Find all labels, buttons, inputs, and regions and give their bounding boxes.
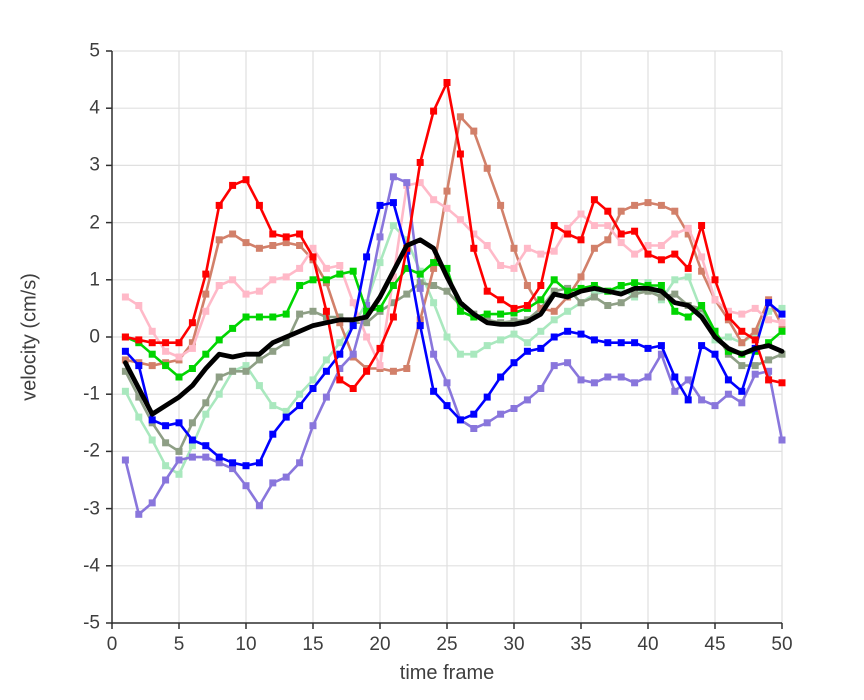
- x-axis-title: time frame: [399, 662, 495, 684]
- trace-blue: [121, 199, 786, 470]
- x-tick-label: 35: [570, 634, 592, 655]
- trace-mean-line: [123, 237, 785, 417]
- y-tick-label: 0: [89, 326, 100, 348]
- trace-salmon: [121, 113, 786, 375]
- trace-salmon-line: [124, 115, 784, 373]
- y-tick-label: -3: [83, 498, 100, 520]
- trace-red-line: [124, 81, 784, 390]
- y-tick-label: -2: [83, 440, 100, 462]
- y-tick-label: 2: [89, 212, 100, 234]
- trace-red: [121, 79, 786, 392]
- trace-olive: [121, 279, 786, 455]
- y-tick-label: 3: [89, 154, 100, 176]
- y-axis-title: velocity (cm/s): [18, 273, 41, 401]
- x-tick-label: 40: [637, 634, 659, 655]
- x-tick-label: 50: [771, 634, 793, 655]
- y-tick-label: -4: [83, 555, 100, 577]
- trace-purple: [121, 173, 786, 518]
- y-tick-label: -5: [83, 612, 100, 634]
- x-tick-label: 5: [173, 634, 185, 655]
- axes: [106, 50, 783, 629]
- y-tick-label: 4: [89, 97, 100, 119]
- y-tick-label: 1: [89, 269, 100, 291]
- trace-blue-line: [124, 201, 784, 468]
- trace-pink: [121, 179, 786, 370]
- trace-purple-markers: [121, 173, 786, 518]
- trace-red-markers: [121, 79, 786, 392]
- trace-olive-line: [124, 281, 784, 453]
- trace-mint-markers: [121, 222, 786, 478]
- x-tick-label: 10: [235, 634, 257, 655]
- data-series: [121, 79, 786, 518]
- trace-blue-markers: [121, 199, 786, 470]
- x-tick-label: 30: [503, 634, 525, 655]
- x-tick-label: 20: [369, 634, 391, 655]
- trace-mint: [121, 222, 786, 478]
- trace-pink-markers: [121, 179, 786, 370]
- x-tick-label: 45: [704, 634, 726, 655]
- x-tick-label: 15: [302, 634, 324, 655]
- y-tick-label: 5: [89, 40, 100, 62]
- x-tick-label: 25: [436, 634, 458, 655]
- x-tick-label: 0: [106, 634, 118, 655]
- trace-mean: [123, 237, 785, 417]
- y-tick-label: -1: [83, 383, 100, 405]
- grid-lines: [112, 50, 783, 623]
- trace-pink-line: [124, 181, 784, 367]
